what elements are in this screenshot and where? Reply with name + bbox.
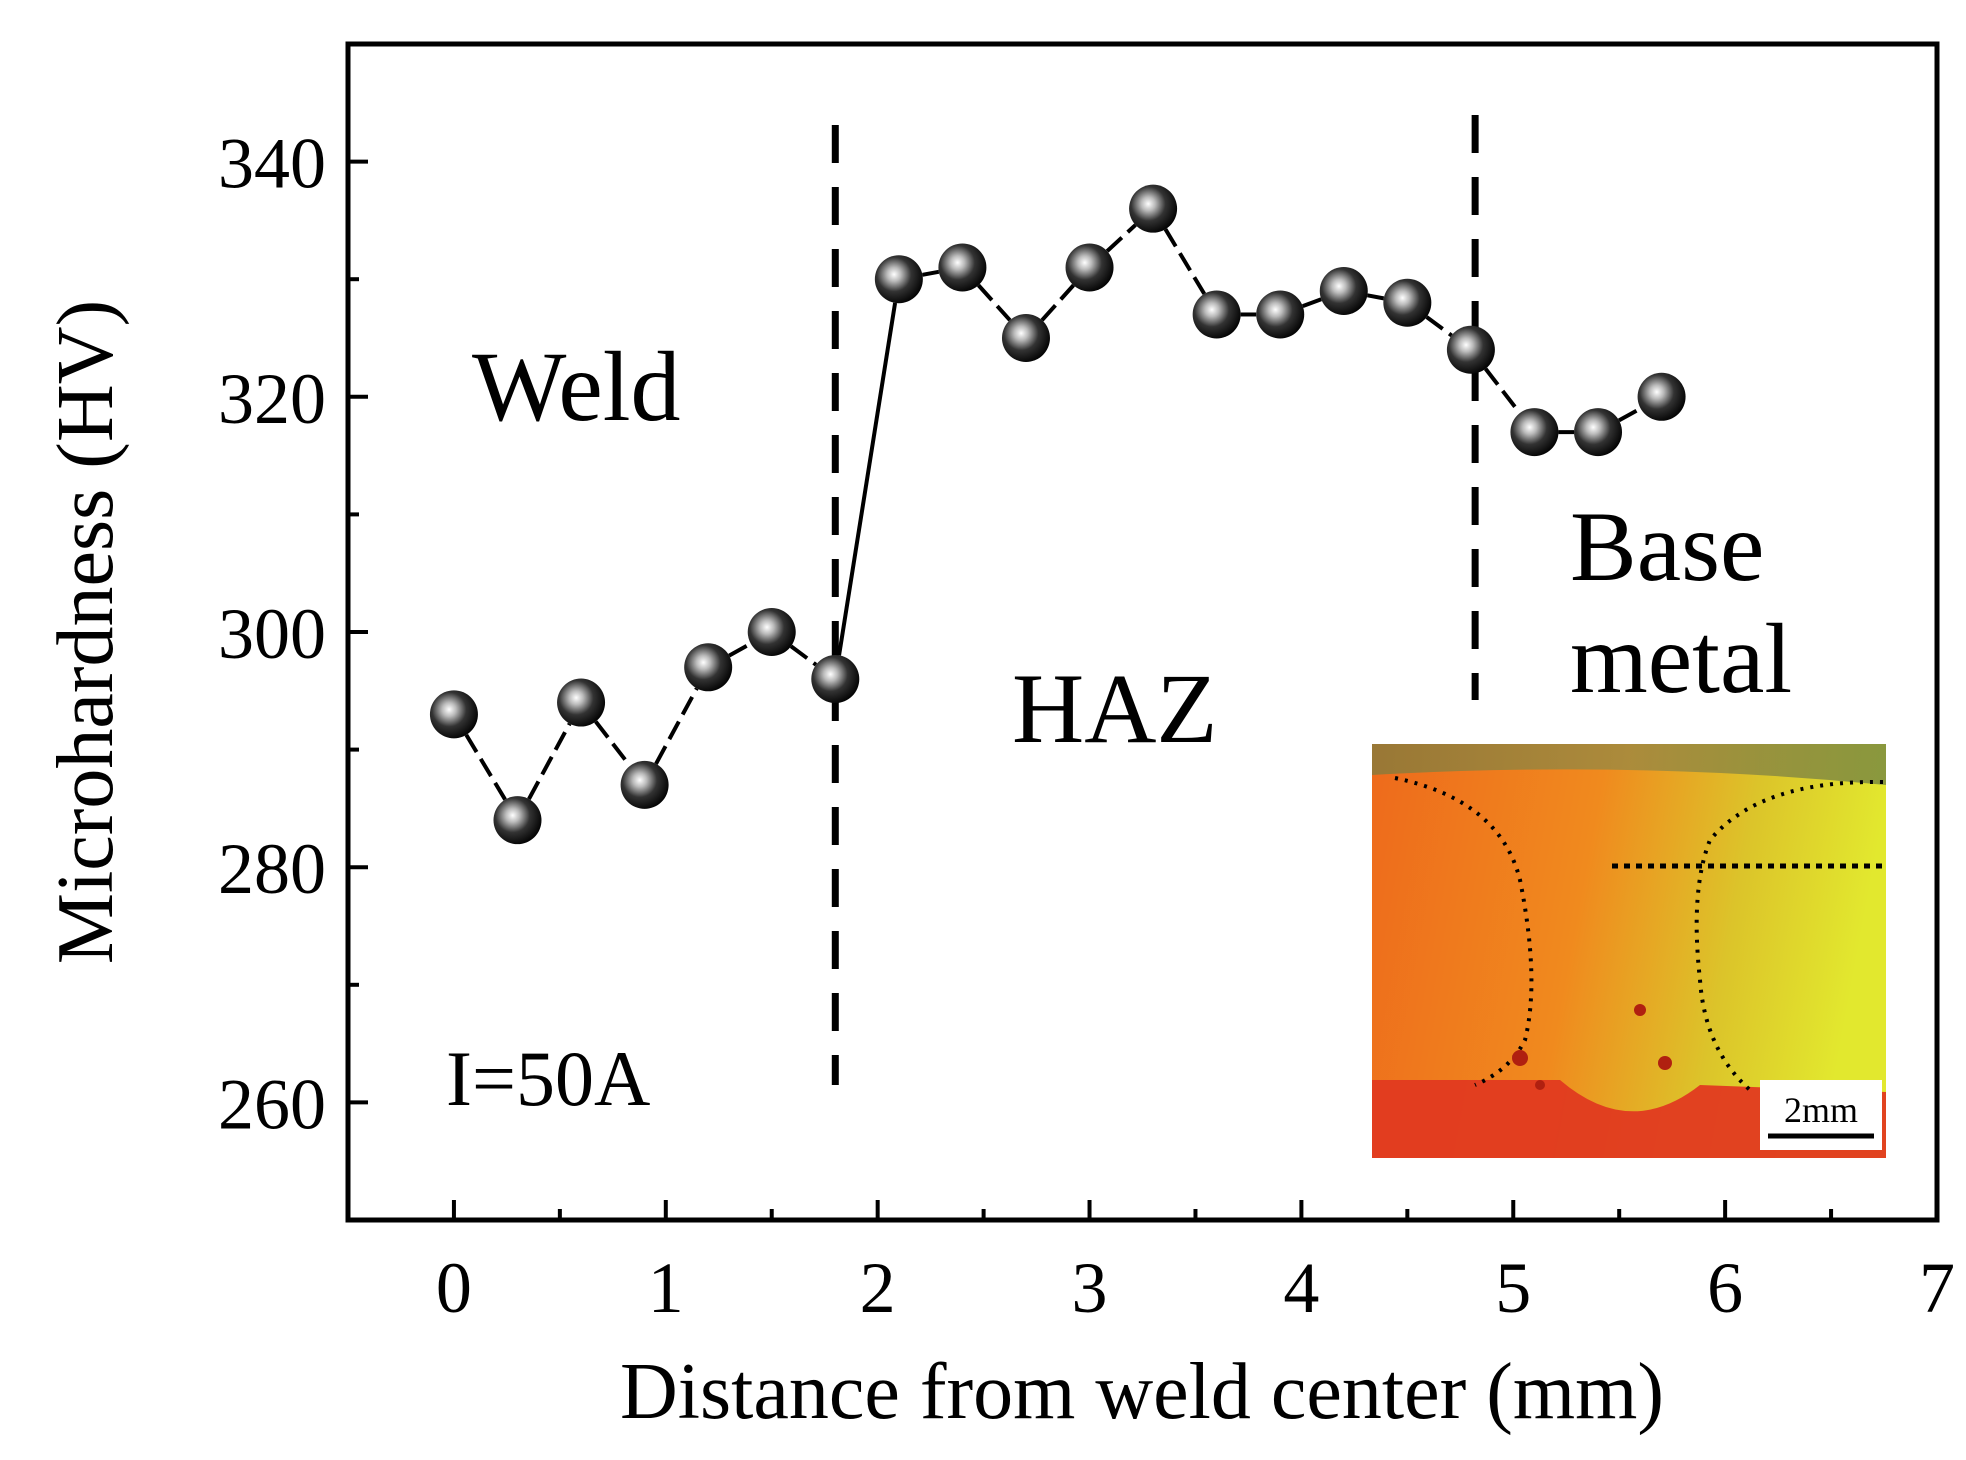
haz-region-label: HAZ xyxy=(1012,653,1218,764)
base-metal-label-line2: metal xyxy=(1570,603,1792,714)
series-connectors xyxy=(464,223,1642,801)
data-point xyxy=(1637,372,1686,421)
region-boundary-lines xyxy=(831,115,1479,1085)
data-point xyxy=(557,678,606,727)
data-point xyxy=(1510,408,1559,457)
y-tick-label: 300 xyxy=(218,594,326,674)
data-point xyxy=(620,760,669,809)
inset-top-shade xyxy=(1372,744,1886,785)
series-segment xyxy=(1302,297,1322,309)
inset-pore xyxy=(1512,1050,1528,1066)
x-tick-label: 6 xyxy=(1707,1248,1743,1328)
series-segment xyxy=(728,641,752,658)
inset-pore xyxy=(1535,1080,1545,1090)
series-segment xyxy=(1163,228,1207,295)
x-tick-label: 4 xyxy=(1283,1248,1319,1328)
data-point xyxy=(1319,266,1368,315)
series-segment xyxy=(1367,293,1385,301)
inset-pore xyxy=(1634,1004,1646,1016)
data-point xyxy=(684,643,733,692)
series-segment xyxy=(976,283,1012,322)
series-segment xyxy=(1483,367,1522,415)
inset-pore xyxy=(1658,1056,1672,1070)
data-point xyxy=(1383,278,1432,327)
inset-bottom-red xyxy=(1372,1080,1886,1158)
data-point xyxy=(938,243,987,292)
scale-bar-label: 2mm xyxy=(1784,1090,1858,1130)
data-point xyxy=(874,255,923,304)
x-tick-label: 7 xyxy=(1919,1248,1955,1328)
data-point xyxy=(1192,290,1241,339)
data-point xyxy=(747,608,796,656)
series-segment xyxy=(789,644,818,667)
series-segment xyxy=(464,733,507,801)
weld-cross-section-inset: 2mm xyxy=(1372,744,1886,1158)
series-segment xyxy=(1105,223,1137,253)
data-point xyxy=(1065,243,1114,292)
inset-fusion-line-left xyxy=(1394,776,1534,1087)
x-tick-label: 3 xyxy=(1072,1248,1108,1328)
data-point xyxy=(1446,325,1495,374)
x-axis-ticks: 0 1 2 3 4 5 6 7 xyxy=(436,1200,1955,1328)
x-axis-label: Distance from weld center (mm) xyxy=(620,1348,1664,1436)
series-segment xyxy=(527,722,572,800)
x-tick-label: 5 xyxy=(1495,1248,1531,1328)
data-point xyxy=(429,690,478,739)
x-tick-label: 1 xyxy=(648,1248,684,1328)
x-tick-label: 2 xyxy=(860,1248,896,1328)
series-segment xyxy=(654,687,699,765)
current-label: I=50A xyxy=(446,1035,650,1122)
series-segment xyxy=(837,302,898,656)
series-segment xyxy=(1618,406,1642,423)
series-segment xyxy=(1425,315,1453,338)
series-markers xyxy=(429,184,1686,845)
base-metal-label-line1: Base xyxy=(1570,491,1764,602)
inset-fusion-line-right xyxy=(1694,779,1884,1092)
y-axis-label: Microhardness (HV) xyxy=(42,300,130,964)
y-axis-ticks: 260 280 300 320 340 xyxy=(218,124,368,1144)
y-tick-label: 260 xyxy=(218,1064,326,1144)
series-segment xyxy=(1040,283,1075,322)
data-point xyxy=(811,655,860,704)
y-tick-label: 320 xyxy=(218,359,326,439)
data-point xyxy=(1129,184,1178,233)
y-tick-label: 280 xyxy=(218,829,326,909)
series-segment xyxy=(922,269,940,277)
series-segment xyxy=(594,720,632,768)
data-point xyxy=(1574,408,1623,457)
y-tick-label: 340 xyxy=(218,124,326,204)
x-tick-label: 0 xyxy=(436,1248,472,1328)
data-point xyxy=(493,796,542,845)
data-point xyxy=(1001,314,1050,362)
weld-region-label: Weld xyxy=(472,331,681,442)
data-point xyxy=(1256,290,1305,339)
